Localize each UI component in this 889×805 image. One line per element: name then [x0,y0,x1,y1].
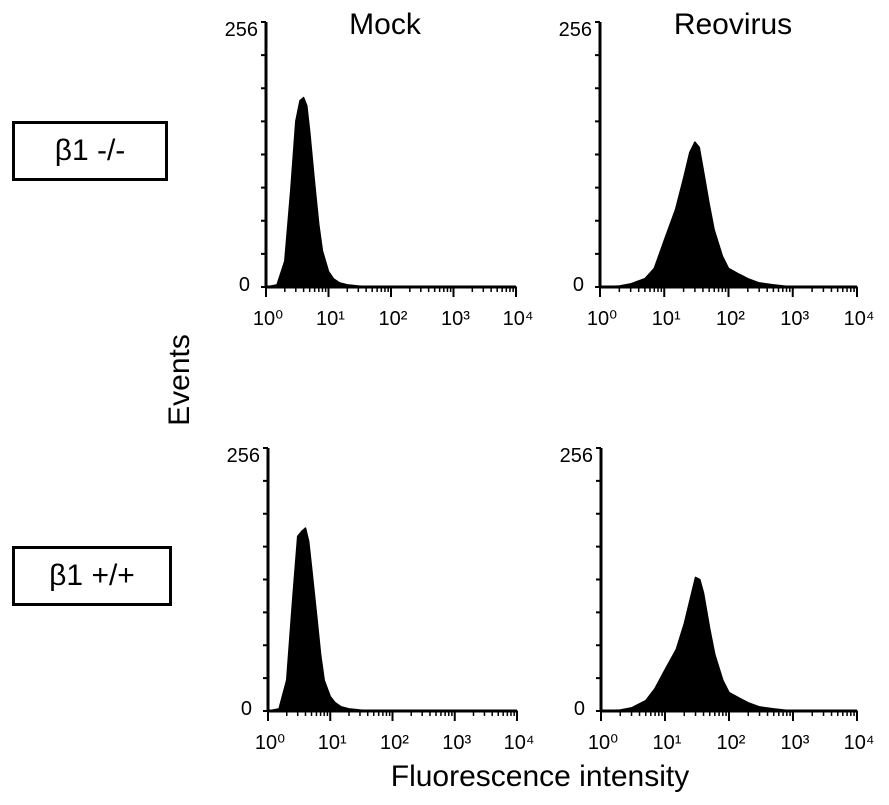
y-tick-label: 0 [573,274,584,296]
x-tick-label: 10³ [780,308,809,330]
row-label-beta1-wt: β1 +/+ [12,546,172,606]
x-tick-label: 10⁴ [504,732,535,754]
x-tick-label: 10¹ [652,308,681,330]
y-tick-label: 256 [225,19,258,41]
histogram-area [600,576,858,712]
column-title-reovirus: Reovirus [673,8,793,41]
histogram-panel-0: 10⁰ 10¹ 10² 10³ 10⁴ 256 0 [225,19,534,330]
x-tick-label: 10¹ [318,732,347,754]
x-tick-label: 10¹ [653,732,682,754]
x-tick-label: 10⁰ [255,732,285,754]
histogram-panel-1: 10⁰ 10¹ 10² 10³ 10⁴ 256 0 [559,19,875,330]
x-tick-label: 10² [379,308,408,330]
x-tick-label: 10⁴ [844,732,875,754]
column-title-mock: Mock [349,8,421,41]
x-tick-label: 10⁴ [503,308,534,330]
y-tick-label: 256 [227,445,260,467]
y-tick-label: 0 [574,698,585,720]
x-tick-label: 10⁴ [844,308,875,330]
y-tick-label: 256 [559,19,592,41]
x-tick-label: 10³ [442,732,471,754]
row-label-beta1-null: β1 -/- [12,121,168,181]
y-tick-label: 0 [239,274,250,296]
x-tick-label: 10⁰ [588,732,618,754]
x-tick-label: 10³ [781,732,810,754]
x-tick-label: 10² [380,732,409,754]
y-tick-label: 256 [560,445,593,467]
histogram-panel-3: 10⁰ 10¹ 10² 10³ 10⁴ 256 0 [560,445,875,754]
x-tick-label: 10⁰ [587,308,617,330]
histogram-area [267,527,518,712]
x-tick-label: 10² [716,308,745,330]
histogram-area [599,141,858,288]
x-tick-label: 10⁰ [253,308,283,330]
y-tick-label: 0 [241,698,252,720]
x-axis-title: Fluorescence intensity [390,760,690,793]
histogram-panel-2: 10⁰ 10¹ 10² 10³ 10⁴ 256 0 [227,445,535,754]
x-tick-label: 10² [717,732,746,754]
histogram-area [265,96,517,288]
x-tick-label: 10³ [441,308,470,330]
x-tick-label: 10¹ [316,308,345,330]
